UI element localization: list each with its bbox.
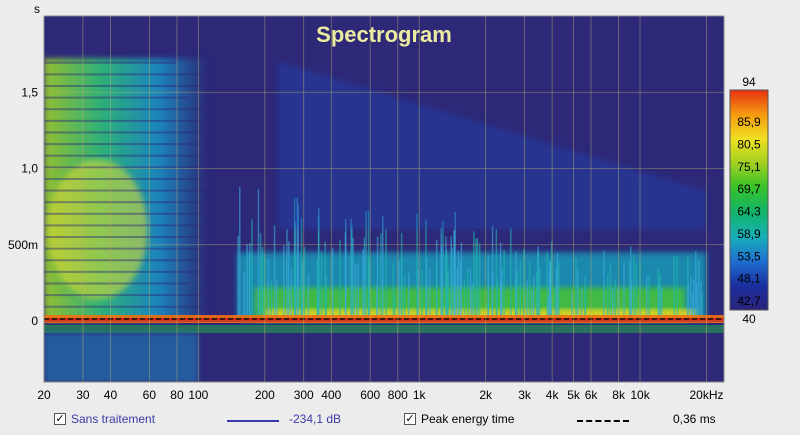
x-tick-label: 4k (546, 388, 560, 402)
y-tick-label: 0 (31, 314, 38, 328)
y-axis: 0 500m 1,0 1,5 (8, 85, 38, 328)
x-tick-label: 3k (518, 388, 532, 402)
x-tick-label: 80 (170, 388, 184, 402)
legend-bar: ✓ Sans traitement -234,1 dB ✓ Peak energ… (0, 408, 800, 432)
legend-trace1[interactable]: ✓ Sans traitement (54, 412, 155, 426)
colorbar-tick-label: 64,3 (737, 205, 761, 219)
colorbar-tick-label: 85,9 (737, 115, 761, 129)
trace2-label: Peak energy time (421, 412, 515, 426)
colorbar-tick-label: 75,1 (737, 160, 761, 174)
chart-title: Spectrogram (316, 22, 452, 47)
colorbar-min-label: 40 (742, 312, 756, 326)
x-tick-label: 1k (413, 388, 427, 402)
x-axis: 20 30 40 60 80 100 200 300 400 600 800 1k 2k 3k 4k 5k 6k… (37, 388, 723, 402)
x-tick-label: 40 (104, 388, 118, 402)
colorbar-gradient (729, 89, 769, 311)
x-tick-label: 8k (612, 388, 626, 402)
colorbar-tick-label: 80,5 (737, 137, 761, 151)
x-tick-label: 20kHz (690, 388, 724, 402)
colorbar-tick-label: 69,7 (737, 182, 761, 196)
x-tick-label: 300 (294, 388, 314, 402)
trace1-checkbox[interactable]: ✓ (54, 413, 66, 425)
grid-lines (43, 16, 724, 382)
trace2-value-item: 0,36 ms (673, 412, 716, 426)
x-tick-label: 2k (479, 388, 493, 402)
trace1-line-swatch (227, 420, 279, 422)
y-tick-label: 500m (8, 238, 38, 252)
colorbar-tick-label: 48,1 (737, 272, 761, 286)
x-tick-label: 20 (37, 388, 51, 402)
x-tick-label: 30 (76, 388, 90, 402)
x-tick-label: 400 (321, 388, 341, 402)
trace2-line-swatch (577, 420, 629, 422)
trace1-label: Sans traitement (71, 412, 156, 426)
y-tick-label: 1,0 (21, 162, 38, 176)
colorbar-tick-label: 42,7 (737, 294, 761, 308)
x-tick-label: 200 (255, 388, 275, 402)
trace2-checkbox[interactable]: ✓ (404, 413, 416, 425)
y-tick-label: 1,5 (21, 85, 38, 99)
x-tick-label: 100 (188, 388, 208, 402)
heatmap-layer (44, 58, 724, 382)
legend-trace2[interactable]: ✓ Peak energy time (404, 412, 514, 426)
x-tick-label: 600 (360, 388, 380, 402)
x-tick-label: 6k (585, 388, 599, 402)
trace1-value: -234,1 dB (289, 412, 342, 426)
colorbar-tick-label: 58,9 (737, 227, 761, 241)
trace2-value: 0,36 ms (673, 412, 716, 426)
x-tick-label: 60 (143, 388, 157, 402)
x-tick-label: 10k (630, 388, 650, 402)
colorbar-max-label: 94 (742, 75, 756, 89)
spectrogram-chart: Spectrogram s 20 30 40 60 80 100 200 300 400 600 8… (8, 2, 769, 402)
x-tick-label: 800 (388, 388, 408, 402)
colorbar-tick-label: 53,5 (737, 249, 761, 263)
trace1-value-item: -234,1 dB (289, 412, 341, 426)
x-tick-label: 5k (567, 388, 581, 402)
colorbar: 94 40 85,9 80,5 75,1 69,7 64,3 58,9 53,5 48,1 42,7 (729, 75, 769, 326)
y-unit-label: s (34, 2, 40, 16)
